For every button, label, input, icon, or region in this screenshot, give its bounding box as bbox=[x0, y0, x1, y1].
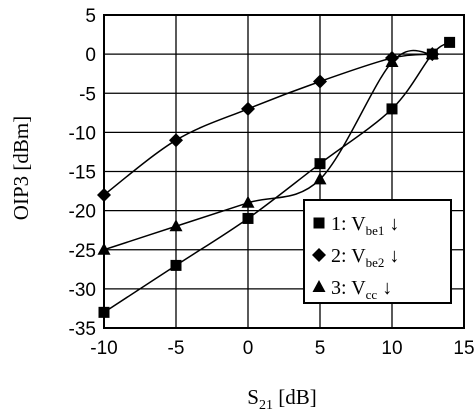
triangle-marker bbox=[241, 195, 255, 208]
plot-series bbox=[97, 36, 456, 318]
y-tick-label: -10 bbox=[69, 123, 96, 144]
diamond-marker bbox=[312, 248, 326, 262]
legend-item-3: 3: Vcc ↓ bbox=[312, 277, 392, 302]
triangle-marker bbox=[169, 219, 183, 232]
y-tick-label: -30 bbox=[69, 280, 96, 301]
diamond-marker bbox=[169, 133, 183, 148]
plot-frame bbox=[103, 14, 465, 329]
y-tick-label: -15 bbox=[69, 163, 96, 184]
square-marker bbox=[313, 217, 325, 229]
triangle-marker bbox=[313, 172, 327, 185]
diamond-marker bbox=[241, 101, 255, 116]
x-axis-title: S21 [dB] bbox=[247, 385, 316, 413]
square-marker bbox=[386, 103, 398, 115]
diamond-marker bbox=[313, 74, 327, 89]
x-tick-label: 0 bbox=[243, 338, 254, 359]
legend-box bbox=[303, 199, 452, 304]
y-axis-title: OIP3 [dBm] bbox=[9, 116, 33, 220]
legend-label: 1: Vbe1 ↓ bbox=[331, 213, 399, 238]
x-tick-label: -5 bbox=[168, 338, 185, 359]
legend-label: 2: Vbe2 ↓ bbox=[331, 245, 399, 270]
legend-item-2: 2: Vbe2 ↓ bbox=[312, 245, 399, 270]
square-marker bbox=[314, 158, 326, 170]
x-tick-label: -10 bbox=[90, 338, 117, 359]
triangle-marker bbox=[385, 54, 399, 67]
series-2 bbox=[97, 47, 440, 202]
legend-item-1: 1: Vbe1 ↓ bbox=[313, 213, 399, 238]
square-marker bbox=[444, 36, 456, 48]
legend-label: 3: Vcc ↓ bbox=[331, 277, 392, 302]
y-tick-label: -5 bbox=[79, 84, 96, 105]
y-tick-label: -20 bbox=[69, 202, 96, 223]
y-tick-label: 5 bbox=[85, 6, 96, 27]
tick-labels: -10 -5 0 5 10 15 -35 -30 -25 -20 -15 -10 -5 0 5 bbox=[69, 6, 474, 359]
square-marker bbox=[170, 259, 182, 271]
legend: 1: Vbe1 ↓ 2: Vbe2 ↓ 3: Vcc ↓ bbox=[303, 199, 452, 304]
triangle-marker bbox=[425, 47, 439, 60]
x-tick-label: 5 bbox=[315, 338, 326, 359]
y-tick-label: 0 bbox=[85, 45, 96, 66]
triangle-marker bbox=[312, 280, 326, 292]
y-tick-label: -35 bbox=[69, 319, 96, 340]
square-marker bbox=[242, 212, 254, 224]
y-tick-label: -25 bbox=[69, 241, 96, 262]
x-tick-label: 15 bbox=[453, 338, 474, 359]
x-tick-label: 10 bbox=[381, 338, 402, 359]
